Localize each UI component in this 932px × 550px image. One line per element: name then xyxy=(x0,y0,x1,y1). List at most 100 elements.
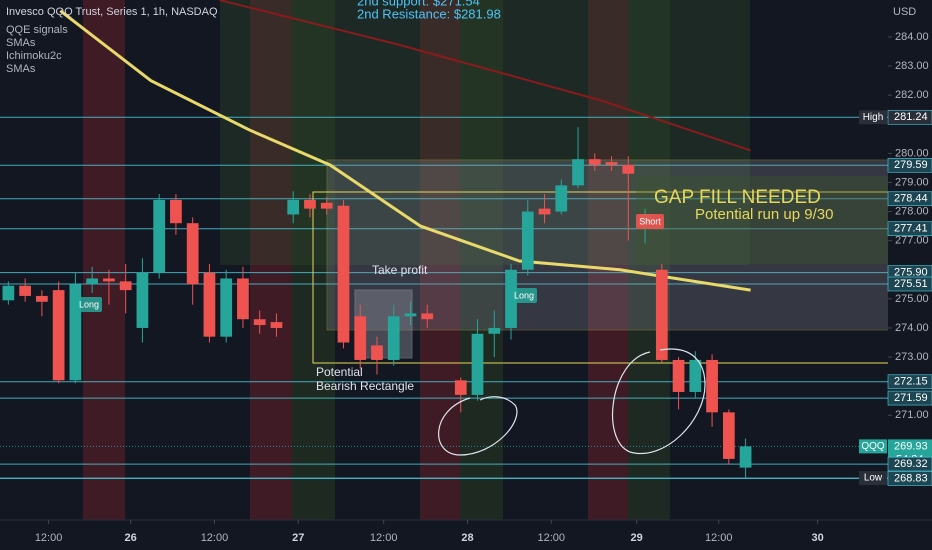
candle-body xyxy=(52,290,65,381)
price-level-label: 269.32 xyxy=(894,458,928,470)
sma-line xyxy=(59,9,751,292)
price-level-label: 268.83 xyxy=(894,472,928,484)
candle-body xyxy=(270,322,283,328)
candle-body xyxy=(103,278,115,282)
x-tick-label: 30 xyxy=(812,532,824,544)
candle-body xyxy=(404,313,417,317)
price-level-box xyxy=(887,157,932,173)
signal-label: Short xyxy=(639,216,661,226)
candle-body xyxy=(722,412,735,459)
currency: USD xyxy=(893,6,916,18)
support-text: 2nd support: $271.54 xyxy=(357,0,480,8)
price-tag: Low xyxy=(864,473,883,484)
runup-box xyxy=(636,176,932,264)
candle-body xyxy=(253,319,266,326)
candle-body xyxy=(304,199,316,209)
x-tick-label: 12:00 xyxy=(370,532,398,544)
candle-body xyxy=(739,446,752,468)
price-tag-box xyxy=(859,439,887,454)
x-tick-label: 12:00 xyxy=(35,532,63,544)
candle-body xyxy=(203,272,216,337)
signal-tag xyxy=(636,214,664,229)
annotation: Potential xyxy=(316,365,363,379)
candle-body xyxy=(170,199,182,224)
candle-body xyxy=(186,223,199,285)
price-level-box xyxy=(887,374,932,390)
price-level-box xyxy=(887,109,932,125)
y-tick-label: 282.00 xyxy=(895,89,929,101)
y-tick-label: 271.00 xyxy=(895,409,929,421)
band xyxy=(588,0,628,520)
candle-body xyxy=(454,380,467,395)
candle-body xyxy=(421,313,434,320)
candle-body xyxy=(605,162,618,165)
resistance-text: 2nd Resistance: $281.98 xyxy=(357,6,501,21)
x-tick-label: 27 xyxy=(292,532,304,544)
price-level-label: 271.59 xyxy=(894,392,928,404)
x-tick-label: 12:00 xyxy=(201,532,229,544)
candle-body xyxy=(136,272,149,328)
candle-body xyxy=(69,284,82,381)
qqe-bands xyxy=(83,0,670,520)
price-axis xyxy=(888,0,932,520)
sma-line xyxy=(219,0,751,152)
signal-label: Long xyxy=(79,299,99,309)
band xyxy=(628,0,670,520)
indicator: SMAs xyxy=(6,63,36,75)
indicator: SMAs xyxy=(6,37,36,49)
price-level-label: 275.51 xyxy=(894,278,928,290)
price-level-box xyxy=(887,276,932,292)
candle-body xyxy=(706,359,718,413)
candle-body xyxy=(588,159,601,165)
signal-tag xyxy=(76,297,102,312)
candle-body xyxy=(371,345,383,360)
price-level-label: 281.24 xyxy=(894,111,928,123)
candle-body xyxy=(538,208,551,215)
price-level-box xyxy=(887,471,932,486)
y-tick-label: 275.00 xyxy=(895,293,929,305)
x-tick-label: 12:00 xyxy=(537,532,565,544)
candle-body xyxy=(2,285,15,301)
candle-body xyxy=(287,199,300,215)
annotation: Potential run up 9/30 xyxy=(695,206,833,223)
price-level-box xyxy=(887,191,932,207)
candle-body xyxy=(622,164,635,174)
price-tag-box xyxy=(859,471,887,486)
candle-body xyxy=(672,359,685,392)
candle-body xyxy=(354,316,367,360)
hand-circle xyxy=(611,348,706,455)
candle-body xyxy=(320,202,333,209)
price-level-label: 275.90 xyxy=(894,267,928,279)
y-tick-label: 278.00 xyxy=(895,205,929,217)
price-tag: QQQ xyxy=(861,441,885,452)
x-tick-label: 29 xyxy=(631,532,643,544)
candle-body xyxy=(153,199,166,273)
indicator: QQE signals xyxy=(6,24,68,36)
price-tag-box xyxy=(859,110,887,125)
rectangle-box xyxy=(312,191,932,364)
candle-body xyxy=(572,159,584,186)
y-tick-label: 273.00 xyxy=(895,351,929,363)
price-level-label: 278.44 xyxy=(894,193,928,205)
y-tick-label: 274.00 xyxy=(895,322,929,334)
candle-body xyxy=(19,285,31,296)
y-tick-label: 283.00 xyxy=(895,60,929,72)
y-tick-label: 284.00 xyxy=(895,31,929,43)
band xyxy=(250,0,292,520)
price-level-label: 279.59 xyxy=(894,159,928,171)
candle-body xyxy=(471,333,484,395)
y-tick-label: 280.00 xyxy=(895,147,929,159)
band xyxy=(460,0,503,520)
band xyxy=(420,0,460,520)
price-level-label: 269.93 xyxy=(894,440,928,452)
price-tag: High xyxy=(863,112,884,123)
candle-body xyxy=(488,327,501,334)
chart-title: Invesco QQQ Trust, Series 1, 1h, NASDAQ xyxy=(6,6,218,18)
hand-circle xyxy=(438,396,518,456)
price-level-label: 272.15 xyxy=(894,376,928,388)
indicator: Ichimoku2c xyxy=(6,50,62,62)
annotation: Bearish Rectangle xyxy=(316,379,414,393)
y-tick-label: 279.00 xyxy=(895,176,929,188)
